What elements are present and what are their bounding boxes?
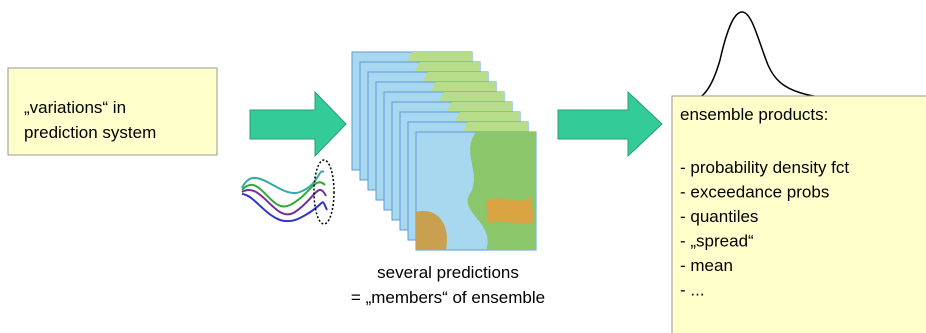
density-curve — [675, 12, 900, 104]
box-text: „variations“ in — [24, 98, 126, 117]
arrow — [250, 92, 346, 156]
diagram: „variations“ in prediction system severa… — [0, 0, 926, 333]
trajectories — [242, 160, 334, 224]
map-layer — [416, 132, 536, 250]
box-text: prediction system — [24, 123, 156, 142]
item-text: - quantiles — [680, 207, 758, 226]
item-text: - ... — [680, 281, 705, 300]
item-text: - „spread“ — [680, 232, 754, 251]
arrow — [558, 92, 662, 156]
item-text: - mean — [680, 256, 733, 275]
item-text: - probability density fct — [680, 158, 849, 177]
caption: several predictions — [377, 263, 519, 282]
box-title: ensemble products: — [680, 105, 828, 124]
item-text: - exceedance probs — [680, 183, 829, 202]
map-stack — [352, 52, 536, 250]
caption: = „members“ of ensemble — [351, 288, 545, 307]
map-mountains — [486, 197, 534, 224]
